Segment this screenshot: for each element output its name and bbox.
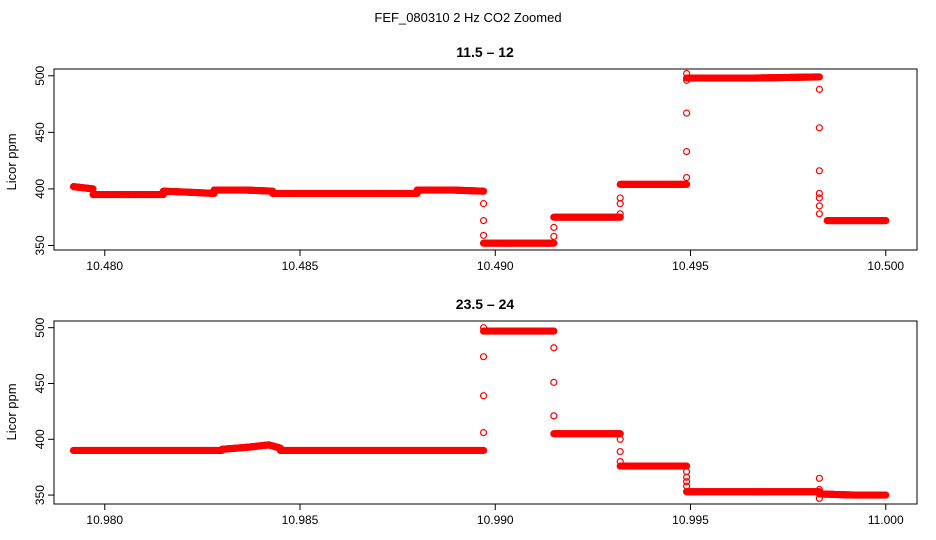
- transition-point: [550, 378, 558, 386]
- transition-point: [616, 194, 624, 202]
- transition-point: [683, 482, 691, 490]
- transition-point: [683, 109, 691, 117]
- top-panel-title: 11.5 – 12: [456, 44, 514, 60]
- transition-point: [479, 200, 488, 208]
- bottom-panel-title: 23.5 – 24: [456, 296, 515, 312]
- x-tick-label: 10.485: [282, 259, 319, 273]
- bottom-panel-points: [69, 324, 890, 503]
- transition-point: [815, 202, 823, 210]
- transition-point: [815, 210, 823, 218]
- transition-point: [815, 485, 823, 494]
- transition-point: [550, 223, 558, 231]
- transition-point: [683, 473, 691, 481]
- top-panel: 11.5 – 12 Licor ppm 10.480 10.485 10.490 10…: [4, 44, 918, 273]
- transition-point: [550, 344, 558, 352]
- transition-point: [815, 85, 823, 93]
- transition-point: [683, 478, 691, 486]
- transition-point: [479, 231, 488, 239]
- transition-point: [683, 174, 691, 182]
- transition-point: [683, 147, 691, 156]
- transition-point: [683, 76, 691, 84]
- top-panel-frame: [53, 68, 918, 251]
- transition-point: [616, 435, 624, 443]
- bottom-panel-ylabel: Licor ppm: [4, 383, 19, 440]
- data-point: [550, 239, 558, 247]
- data-point: [683, 180, 691, 188]
- x-tick-label: 10.500: [867, 259, 904, 273]
- x-tick-label: 10.495: [672, 259, 709, 273]
- transition-point: [683, 69, 691, 78]
- top-panel-ylabel: Licor ppm: [4, 133, 19, 190]
- transition-point: [479, 324, 488, 332]
- transition-point: [815, 194, 823, 202]
- y-tick-label: 500: [33, 65, 47, 85]
- top-panel-points: [69, 69, 890, 247]
- data-point: [550, 327, 558, 335]
- transition-point: [815, 494, 823, 503]
- transition-point: [815, 189, 823, 198]
- y-tick-label: 350: [33, 235, 47, 255]
- data-point: [815, 73, 823, 81]
- bottom-panel: 23.5 – 24 Licor ppm 10.980 10.985 10.990 10…: [4, 296, 918, 527]
- transition-point: [550, 232, 558, 241]
- transition-point: [815, 167, 823, 175]
- data-point: [616, 213, 624, 221]
- data-point: [479, 187, 488, 195]
- y-tick-label: 450: [33, 373, 47, 393]
- y-tick-label: 500: [33, 317, 47, 337]
- x-tick-label: 10.980: [86, 513, 123, 527]
- transition-point: [616, 447, 624, 456]
- x-tick-label: 11.000: [868, 513, 904, 527]
- data-point: [882, 491, 890, 499]
- bottom-panel-axes: 10.980 10.985 10.990 10.995 11.000 350 400 450 5…: [33, 317, 904, 527]
- bottom-panel-frame: [53, 320, 918, 505]
- transition-point: [616, 458, 624, 466]
- x-tick-label: 10.995: [672, 513, 709, 527]
- top-panel-axes: 10.480 10.485 10.490 10.495 10.500 350 400 450 5…: [33, 65, 904, 273]
- transition-point: [616, 210, 624, 218]
- x-tick-label: 10.990: [477, 513, 514, 527]
- transition-point: [479, 428, 488, 437]
- data-point: [882, 216, 890, 225]
- figure-title: FEF_080310 2 Hz CO2 Zoomed: [374, 10, 561, 25]
- transition-point: [815, 474, 823, 482]
- x-tick-label: 10.480: [86, 259, 123, 273]
- data-point: [479, 446, 488, 455]
- y-tick-label: 350: [33, 485, 47, 505]
- transition-point: [550, 412, 558, 420]
- y-tick-label: 400: [33, 179, 47, 199]
- transition-point: [479, 216, 488, 225]
- y-tick-label: 400: [33, 429, 47, 449]
- transition-point: [479, 353, 488, 361]
- y-tick-label: 450: [33, 122, 47, 142]
- x-tick-label: 10.490: [477, 259, 514, 273]
- x-tick-label: 10.985: [282, 513, 319, 527]
- transition-point: [479, 392, 488, 400]
- transition-point: [815, 124, 823, 132]
